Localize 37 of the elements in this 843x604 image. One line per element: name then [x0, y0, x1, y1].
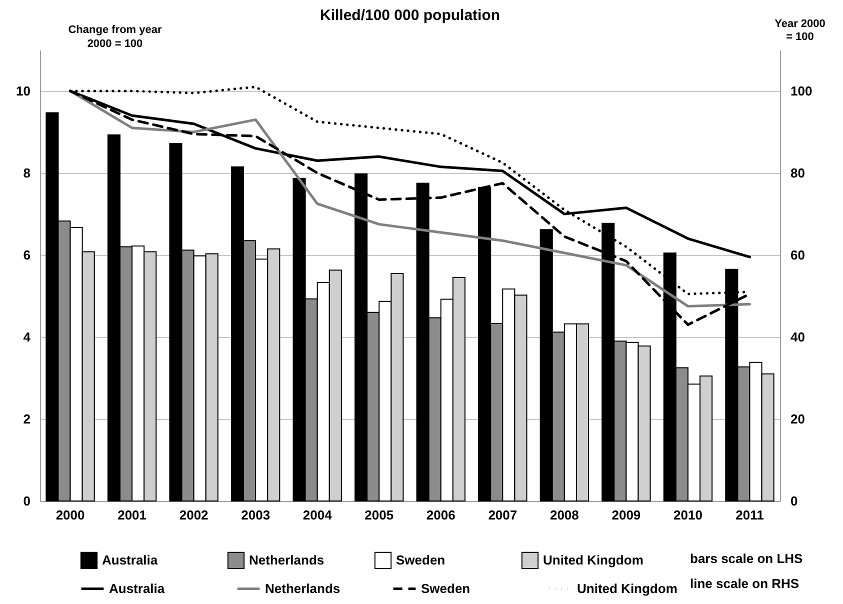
- x-tick-label: 2005: [364, 508, 394, 522]
- x-tick-label: 2006: [426, 508, 456, 522]
- x-tick-label: 2007: [488, 508, 518, 522]
- text: Change from year 2000 = 100: [68, 24, 162, 50]
- y2-tick-label: 100: [790, 84, 812, 98]
- x-tick-label: 2003: [241, 508, 270, 522]
- y2-tick-label: 0: [790, 494, 798, 508]
- y2-tick-label: 60: [790, 248, 805, 262]
- x-tick-label: 2001: [118, 508, 146, 522]
- x-tick-label: 2002: [179, 508, 208, 522]
- legend-label: Sweden: [396, 552, 446, 568]
- legend-label: Sweden: [421, 580, 470, 596]
- y-tick-label: 0: [23, 494, 30, 508]
- y-tick-label: 10: [16, 84, 30, 98]
- y-tick-label: 6: [23, 248, 30, 262]
- legend-label: Australia: [109, 580, 166, 596]
- text: bars scale on LHS: [690, 551, 804, 566]
- y-tick-label: 2: [23, 412, 30, 426]
- legend-label: Netherlands: [249, 552, 324, 568]
- y2-tick-label: 40: [790, 330, 805, 344]
- y-tick-label: 8: [23, 166, 30, 180]
- legend-label: Netherlands: [265, 580, 340, 596]
- x-tick-label: 2008: [550, 508, 579, 522]
- text: line scale on RHS: [690, 576, 800, 591]
- legend-label: Australia: [102, 552, 158, 568]
- chart-title: Killed/100 000 population: [320, 7, 500, 24]
- x-tick-label: 2000: [56, 508, 85, 522]
- y2-tick-label: 20: [790, 412, 805, 426]
- y2-axis-title: Year 2000 = 100: [774, 18, 826, 43]
- y-tick-label: 4: [23, 330, 32, 344]
- x-tick-label: 2009: [612, 508, 641, 522]
- x-tick-label: 2011: [736, 508, 764, 522]
- legend-label: United Kingdom: [577, 580, 678, 596]
- y2-tick-label: 80: [790, 166, 805, 180]
- x-tick-label: 2004: [302, 508, 333, 522]
- legend-label: United Kingdom: [543, 552, 644, 568]
- x-tick-label: 2010: [674, 508, 702, 522]
